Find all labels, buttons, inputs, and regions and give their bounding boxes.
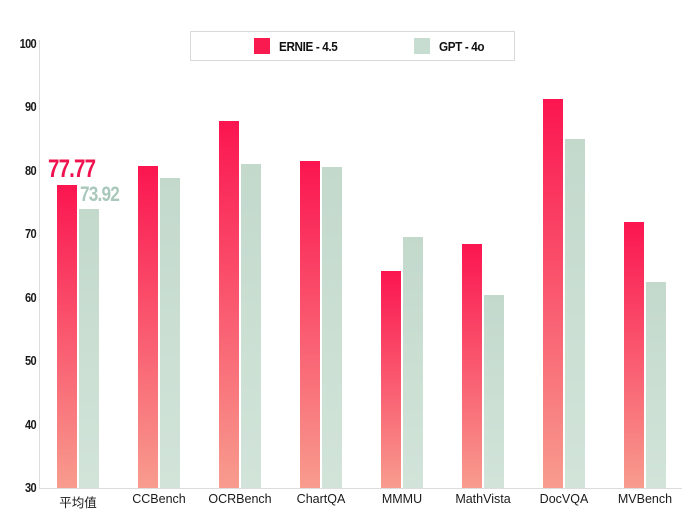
x-category-label-CCBench: CCBench bbox=[132, 492, 186, 506]
y-tick-label-70: 70 bbox=[25, 226, 37, 242]
bar-gpt-CCBench bbox=[160, 178, 180, 488]
y-axis-line bbox=[39, 40, 40, 488]
y-tick-label-40: 40 bbox=[25, 416, 37, 432]
y-tick-label-60: 60 bbox=[25, 289, 37, 305]
bar-ernie-MVBench bbox=[624, 221, 644, 488]
bar-gpt-OCRBench bbox=[241, 163, 261, 488]
x-category-label-DocVQA: DocVQA bbox=[539, 492, 589, 506]
gpt-color-swatch-icon bbox=[414, 38, 430, 54]
legend-label-gpt: GPT - 4o bbox=[439, 38, 485, 54]
x-axis-line bbox=[39, 488, 682, 489]
value-label-gpt: 73.92 bbox=[80, 183, 120, 207]
y-tick-label-90: 90 bbox=[25, 99, 37, 115]
bar-gpt-MathVista bbox=[484, 294, 504, 488]
x-category-label-MMMU: MMMU bbox=[381, 492, 423, 506]
bar-ernie-平均值 bbox=[57, 185, 77, 488]
y-tick-label-50: 50 bbox=[25, 353, 37, 369]
x-category-label-ChartQA: ChartQA bbox=[296, 492, 346, 506]
ernie-color-swatch-icon bbox=[254, 38, 270, 54]
bar-gpt-ChartQA bbox=[322, 167, 342, 488]
bar-gpt-平均值 bbox=[79, 209, 99, 488]
bar-ernie-CCBench bbox=[138, 165, 158, 488]
y-tick-label-80: 80 bbox=[25, 162, 37, 178]
bar-gpt-MMMU bbox=[403, 237, 423, 488]
x-category-label-MathVista: MathVista bbox=[455, 492, 511, 506]
x-category-label-平均值: 平均值 bbox=[59, 496, 97, 510]
bar-ernie-DocVQA bbox=[543, 99, 563, 488]
bar-ernie-MathVista bbox=[462, 244, 482, 488]
legend-label-ernie: ERNIE - 4.5 bbox=[279, 38, 338, 54]
y-tick-label-100: 100 bbox=[19, 36, 37, 51]
bar-gpt-MVBench bbox=[646, 282, 666, 488]
bar-ernie-OCRBench bbox=[219, 121, 239, 488]
bar-gpt-DocVQA bbox=[565, 139, 585, 488]
x-category-label-OCRBench: OCRBench bbox=[208, 492, 272, 506]
bar-ernie-MMMU bbox=[381, 271, 401, 488]
y-tick-label-30: 30 bbox=[25, 480, 37, 495]
bar-ernie-ChartQA bbox=[300, 160, 320, 488]
value-label-ernie: 77.77 bbox=[48, 155, 96, 183]
legend: ERNIE - 4.5 GPT - 4o bbox=[190, 31, 515, 61]
legend-entry-ernie: ERNIE - 4.5 bbox=[254, 38, 354, 54]
legend-entry-gpt: GPT - 4o bbox=[414, 38, 514, 54]
x-category-label-MVBench: MVBench bbox=[617, 492, 673, 506]
